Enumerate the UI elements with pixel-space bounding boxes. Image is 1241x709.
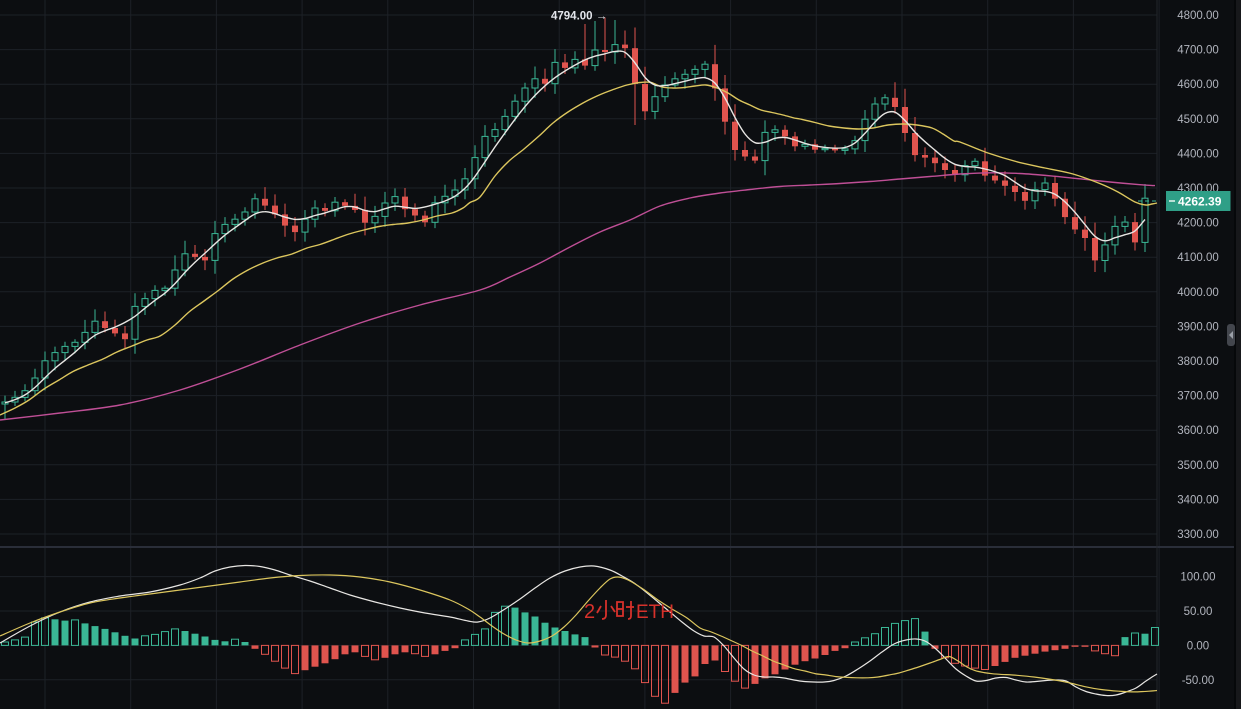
svg-text:4500.00: 4500.00 bbox=[1177, 114, 1219, 126]
svg-text:4800.00: 4800.00 bbox=[1177, 10, 1219, 22]
svg-text:50.00: 50.00 bbox=[1184, 606, 1213, 618]
svg-text:3500.00: 3500.00 bbox=[1177, 460, 1219, 472]
svg-text:0.00: 0.00 bbox=[1187, 640, 1209, 652]
svg-text:ETH: ETH bbox=[636, 602, 674, 623]
svg-text:4100.00: 4100.00 bbox=[1177, 252, 1219, 264]
svg-text:4794.00 →: 4794.00 → bbox=[551, 11, 607, 23]
svg-text:-50.00: -50.00 bbox=[1182, 675, 1215, 687]
svg-text:100.00: 100.00 bbox=[1180, 572, 1215, 584]
svg-text:2: 2 bbox=[584, 601, 595, 623]
svg-text:4200.00: 4200.00 bbox=[1177, 218, 1219, 230]
svg-text:4600.00: 4600.00 bbox=[1177, 79, 1219, 91]
svg-text:3600.00: 3600.00 bbox=[1177, 425, 1219, 437]
svg-text:4000.00: 4000.00 bbox=[1177, 287, 1219, 299]
svg-text:3300.00: 3300.00 bbox=[1177, 529, 1219, 541]
svg-text:4262.39: 4262.39 bbox=[1178, 195, 1222, 209]
svg-text:4700.00: 4700.00 bbox=[1177, 45, 1219, 57]
svg-text:3700.00: 3700.00 bbox=[1177, 391, 1219, 403]
svg-text:3900.00: 3900.00 bbox=[1177, 321, 1219, 333]
svg-text:3400.00: 3400.00 bbox=[1177, 494, 1219, 506]
svg-text:4400.00: 4400.00 bbox=[1177, 148, 1219, 160]
svg-text:3800.00: 3800.00 bbox=[1177, 356, 1219, 368]
